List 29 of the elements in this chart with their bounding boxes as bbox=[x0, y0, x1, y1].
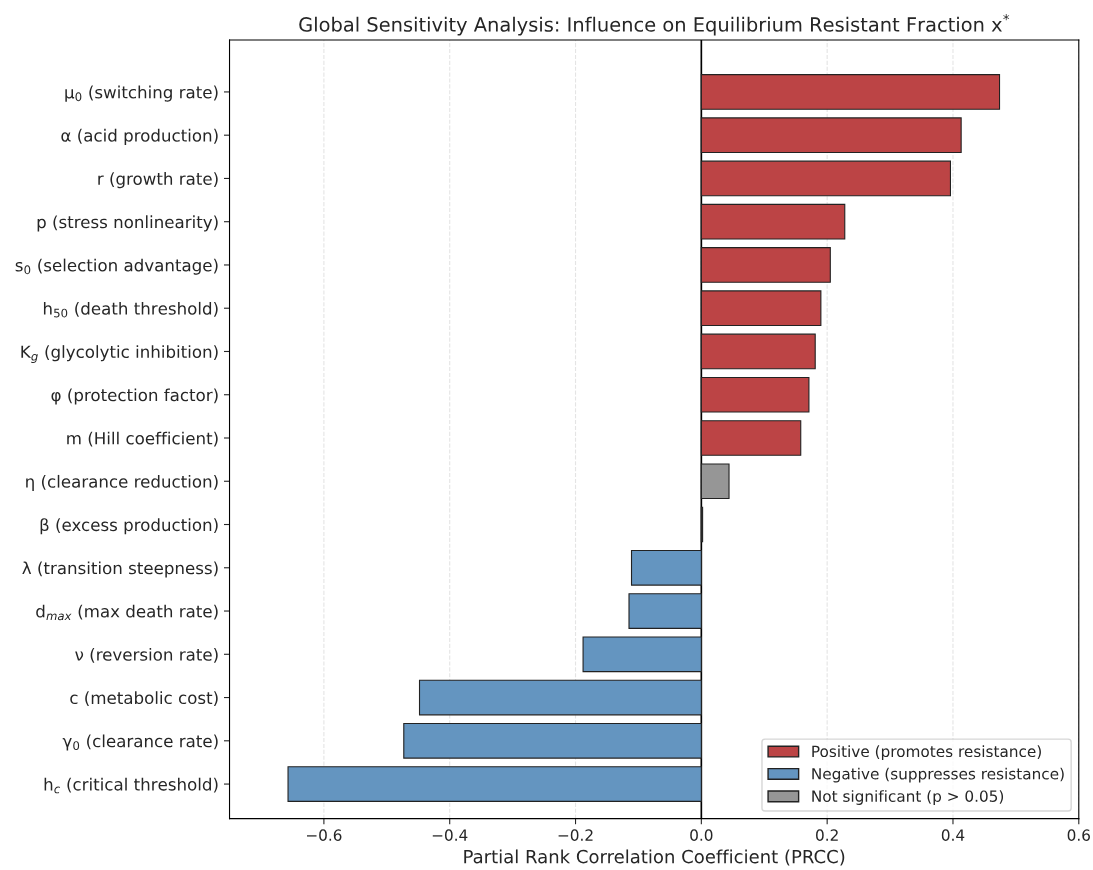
y-tick-label: γ$_{0}$ (clearance rate) bbox=[62, 734, 218, 751]
x-axis-title: Partial Rank Correlation Coefficient (PRCC) bbox=[464, 849, 845, 866]
x-tick-label: 0.4 bbox=[941, 829, 965, 841]
y-tick-label: h$_{50}$ (death threshold) bbox=[43, 301, 218, 318]
x-tick-label: 0.0 bbox=[690, 829, 713, 841]
x-tick-label: 0.6 bbox=[1067, 829, 1090, 841]
legend-label: Negative (suppresses resistance) bbox=[812, 767, 1064, 783]
y-tick-label: s$_{0}$ (selection advantage) bbox=[15, 258, 218, 275]
y-tick-label: K$_{g}$ (glycolytic inhibition) bbox=[21, 345, 218, 363]
y-tick-label: d$_{max}$ (max death rate) bbox=[36, 604, 218, 621]
x-tick-label: −0.4 bbox=[432, 829, 468, 841]
y-tick-label: p (stress nonlinearity) bbox=[37, 215, 218, 232]
y-tick-label: λ (transition steepness) bbox=[22, 561, 218, 578]
y-tick-label: r (growth rate) bbox=[98, 172, 218, 189]
y-tick-label: η (clearance reduction) bbox=[26, 474, 218, 492]
legend-label: Not significant (p > 0.05) bbox=[812, 790, 1004, 805]
x-tick-label: −0.2 bbox=[558, 829, 593, 841]
y-tick-label: ν (reversion rate) bbox=[75, 647, 218, 663]
y-tick-label: h$_{c}$ (critical threshold) bbox=[44, 777, 218, 794]
x-tick-label: 0.2 bbox=[816, 829, 838, 841]
y-tick-label: β (excess production) bbox=[40, 518, 218, 535]
y-tick-label: α (acid production) bbox=[61, 128, 218, 145]
x-tick-label: −0.6 bbox=[306, 829, 342, 841]
y-tick-label: φ (protection factor) bbox=[51, 388, 218, 405]
legend-label: Positive (promotes resistance) bbox=[812, 745, 1041, 761]
y-tick-label: μ$_{0}$ (switching rate) bbox=[65, 85, 218, 102]
y-tick-label: c (metabolic cost) bbox=[70, 691, 218, 707]
chart-title: Global Sensitivity Analysis: Influence on Equilibrium Resistant Fraction x$^{*}$ bbox=[299, 13, 1010, 36]
y-tick-label: m (Hill coefficient) bbox=[67, 431, 218, 447]
